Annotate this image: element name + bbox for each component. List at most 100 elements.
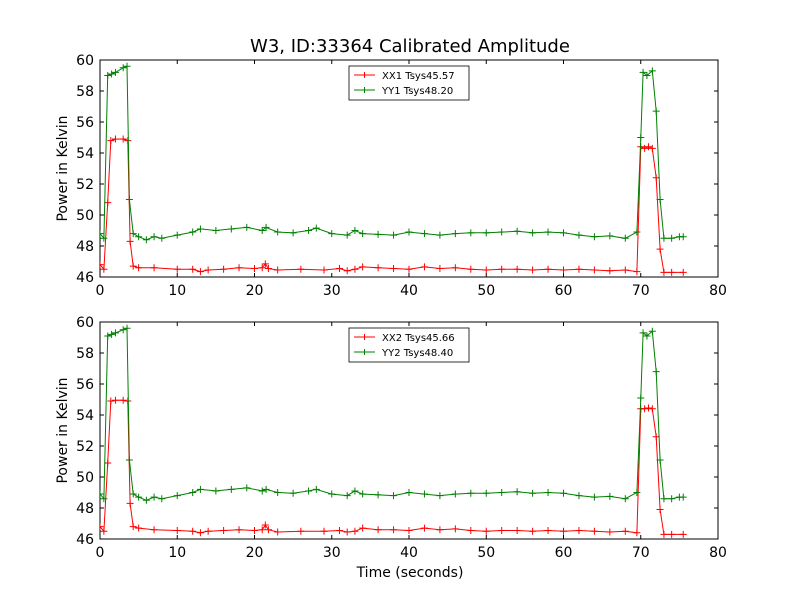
x-tick-label: 80 [709,283,727,299]
data-point [104,199,112,207]
y-tick-label: 58 [76,84,94,100]
legend: XX2 Tsys45.66 YY2 Tsys48.40 [348,327,470,363]
data-point [305,227,313,234]
data-point [482,229,490,237]
x-tick-label: 10 [168,545,186,561]
data-point [258,264,266,272]
legend-label: YY2 Tsys48.40 [381,348,453,359]
data-point [119,396,127,404]
data-point [405,228,413,236]
data-point [560,527,567,535]
data-point [104,459,112,467]
data-point [189,265,197,273]
data-point [374,264,382,272]
data-point [648,327,656,335]
x-tick-label: 70 [632,545,650,561]
data-point [351,227,359,234]
y-tick-label: 46 [76,270,94,286]
data-point [328,490,336,498]
data-point [405,526,413,534]
data-point [656,196,664,203]
data-point [668,234,676,242]
data-point [100,234,108,242]
data-point [467,489,475,497]
legend-label: YY1 Tsys48.20 [381,86,453,97]
data-point [150,233,158,241]
data-point [436,526,444,534]
data-point [328,230,336,238]
y-axis-label: Power in Kelvin [55,115,71,221]
x-tick-label: 80 [709,545,727,561]
data-point [123,62,131,70]
data-point [100,230,104,238]
x-tick-label: 40 [400,283,418,299]
data-point [142,496,150,504]
data-point [107,397,115,405]
data-point [264,526,272,534]
data-point [129,523,137,531]
y-tick-label: 60 [76,315,94,331]
data-point [679,493,687,501]
data-point [343,267,351,275]
data-point [297,265,305,273]
data-point [652,174,660,182]
data-point [482,527,490,535]
data-point [351,265,359,273]
x-tick-label: 10 [168,283,186,299]
y-tick-label: 52 [76,177,94,193]
legend: XX1 Tsys45.57 YY1 Tsys48.20 [348,65,470,101]
data-point [560,266,567,274]
data-point [498,265,506,273]
data-point [150,493,158,501]
data-point [125,196,133,203]
data-point [343,492,351,500]
data-point [529,229,537,237]
panels: 0 10 20 30 40 50 60 70 80 46 48 50 52 54 56 58 60 Power i… [55,53,727,561]
data-point [189,527,197,535]
data-point [679,268,687,276]
data-point [498,526,506,534]
data-point [111,329,119,337]
data-point [590,493,598,501]
data-point [135,233,143,241]
data-point [606,232,614,240]
data-point [621,527,629,535]
data-point [262,223,270,231]
data-point [420,524,428,532]
data-point [212,487,220,495]
data-point [351,487,359,495]
data-point [606,528,614,536]
data-point [119,135,127,143]
data-point [142,236,150,244]
y-tick-label: 46 [76,532,94,548]
legend-marker [361,349,368,355]
data-point [544,228,552,236]
legend-marker [361,334,368,340]
data-point [498,489,506,496]
data-point [204,266,212,274]
data-point [104,72,112,79]
data-point [374,230,382,238]
data-point [220,526,228,534]
data-point [235,526,243,534]
data-point [590,266,598,274]
data-point [158,495,166,503]
data-point [100,265,108,273]
data-point [621,495,629,503]
data-point [621,266,629,274]
data-point [451,264,459,272]
data-point [513,265,521,273]
x-tick-label: 30 [323,283,341,299]
data-point [590,527,598,535]
x-tick-label: 0 [96,283,105,299]
data-point [359,230,367,238]
data-point [335,526,343,534]
data-point [656,506,664,514]
x-tick-label: 70 [632,283,650,299]
data-point [351,527,359,535]
chart-panel-2: 0 10 20 30 40 50 60 70 80 46 48 50 52 54 56 58 60 Power i… [55,315,727,561]
y-tick-label: 48 [76,239,94,255]
y-tick-label: 50 [76,208,94,224]
legend-box [348,327,470,363]
x-tick-label: 60 [555,283,573,299]
